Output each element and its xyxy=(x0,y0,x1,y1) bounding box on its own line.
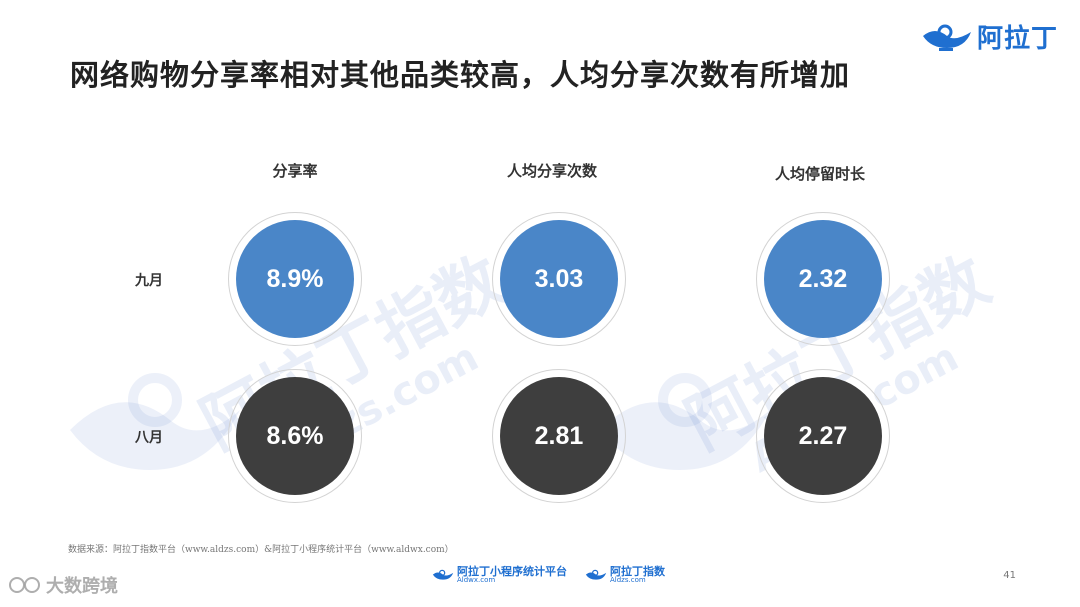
corner-watermark: 大数跨境 xyxy=(8,572,118,598)
lamp-logo-icon xyxy=(432,569,454,580)
lamp-logo-icon xyxy=(922,24,971,51)
row-header-september: 九月 xyxy=(135,273,163,289)
metric-ring: 3.03 xyxy=(492,212,626,346)
footer-logo-stats: 阿拉丁小程序统计平台 Aldwx.com xyxy=(432,566,567,584)
metric-circle: 8.6% xyxy=(236,377,354,495)
page-number: 41 xyxy=(1003,570,1016,581)
footer-logo-url: Aldzs.com xyxy=(610,576,646,584)
metric-circle: 2.81 xyxy=(500,377,618,495)
metric-circle: 2.27 xyxy=(764,377,882,495)
brand-name: 阿拉丁 xyxy=(976,24,1058,54)
metric-circle: 2.32 xyxy=(764,220,882,338)
corner-watermark-text: 大数跨境 xyxy=(46,576,118,597)
watermark-lamp-icon xyxy=(70,373,240,470)
footer-logos: 阿拉丁小程序统计平台 Aldwx.com 阿拉丁指数 Aldzs.com xyxy=(432,566,665,584)
metric-ring: 8.9% xyxy=(228,212,362,346)
lamp-logo-icon xyxy=(585,569,607,580)
brand-logo: 阿拉丁 xyxy=(921,18,1058,55)
column-header-avg-shares: 人均分享次数 xyxy=(506,162,597,180)
column-header-share-rate: 分享率 xyxy=(272,162,318,180)
metric-circle: 8.9% xyxy=(236,220,354,338)
row-header-august: 八月 xyxy=(135,430,163,446)
metric-ring: 8.6% xyxy=(228,369,362,503)
footer-logo-name: 阿拉丁小程序统计平台 xyxy=(457,565,567,578)
footer-logo-url: Aldwx.com xyxy=(457,576,496,584)
data-source-note: 数据来源：阿拉丁指数平台（www.aldzs.com）&阿拉丁小程序统计平台（w… xyxy=(68,545,454,555)
column-header-avg-duration: 人均停留时长 xyxy=(774,165,865,183)
metric-ring: 2.81 xyxy=(492,369,626,503)
footer-logo-name: 阿拉丁指数 xyxy=(610,565,665,578)
footer-logo-index: 阿拉丁指数 Aldzs.com xyxy=(585,566,665,584)
metric-circle: 3.03 xyxy=(500,220,618,338)
chat-bubble-icon xyxy=(9,577,40,593)
page-title: 网络购物分享率相对其他品类较高，人均分享次数有所增加 xyxy=(70,58,851,92)
metric-ring: 2.27 xyxy=(756,369,890,503)
metric-ring: 2.32 xyxy=(756,212,890,346)
